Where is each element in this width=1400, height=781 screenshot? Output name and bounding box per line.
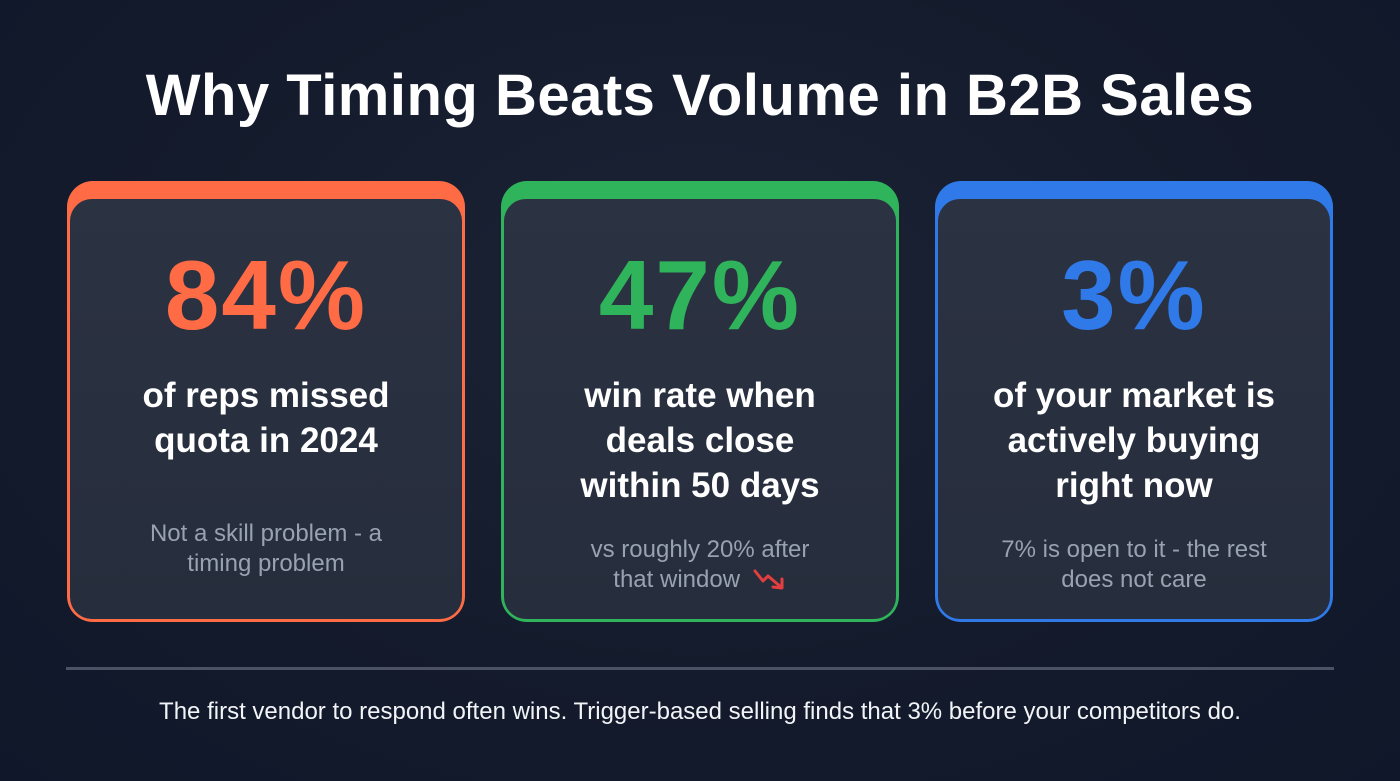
stat-subtext: Not a skill problem - a timing problem xyxy=(70,519,462,579)
subtext-line: does not care xyxy=(1061,566,1207,593)
card-body: 3% of your market is actively buying rig… xyxy=(938,199,1330,619)
stat-value: 47% xyxy=(598,240,802,350)
stat-headline: win rate when deals close within 50 days xyxy=(504,373,896,508)
headline-line: of reps missed xyxy=(142,376,390,415)
stat-cards: 84% of reps missed quota in 2024 Not a s… xyxy=(67,181,1335,622)
headline-line: win rate when xyxy=(584,376,816,415)
stat-value: 84% xyxy=(164,240,368,350)
headline-line: quota in 2024 xyxy=(154,421,378,460)
subtext-line: vs roughly 20% after xyxy=(590,536,810,563)
stat-value: 3% xyxy=(1061,240,1207,350)
stat-card-market: 3% of your market is actively buying rig… xyxy=(935,181,1333,622)
subtext-line: Not a skill problem - a xyxy=(149,520,383,547)
headline-line: actively buying xyxy=(1007,421,1261,460)
stat-card-quota: 84% of reps missed quota in 2024 Not a s… xyxy=(67,181,465,622)
footer-text: The first vendor to respond often wins. … xyxy=(159,698,1241,725)
stat-card-win-rate: 47% win rate when deals close within 50 … xyxy=(501,181,899,622)
page-title: Why Timing Beats Volume in B2B Sales xyxy=(145,63,1255,128)
headline-line: within 50 days xyxy=(580,466,820,505)
headline-line: of your market is xyxy=(992,376,1276,415)
subtext-line: 7% is open to it - the rest xyxy=(1001,536,1267,563)
divider xyxy=(66,667,1334,670)
stat-headline: of reps missed quota in 2024 xyxy=(70,373,462,463)
subtext-line-with-icon: that window xyxy=(504,565,896,599)
card-body: 84% of reps missed quota in 2024 Not a s… xyxy=(70,199,462,619)
subtext-line: timing problem xyxy=(187,550,345,577)
stat-subtext: vs roughly 20% after that window xyxy=(504,535,896,599)
trend-down-icon xyxy=(753,567,787,599)
card-body: 47% win rate when deals close within 50 … xyxy=(504,199,896,619)
headline-line: deals close xyxy=(605,421,795,460)
stat-subtext: 7% is open to it - the rest does not car… xyxy=(938,535,1330,595)
subtext-line: that window xyxy=(613,566,741,593)
headline-line: right now xyxy=(1055,466,1213,505)
stat-headline: of your market is actively buying right … xyxy=(938,373,1330,508)
